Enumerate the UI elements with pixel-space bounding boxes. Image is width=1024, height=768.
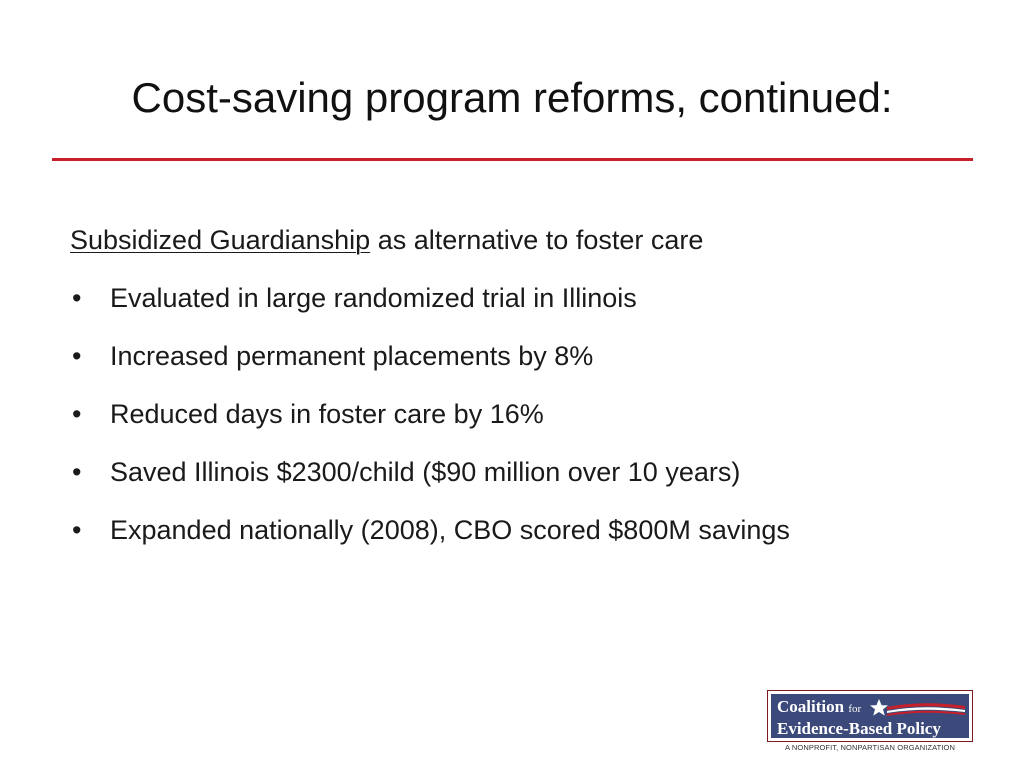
list-item: • Evaluated in large randomized trial in… <box>70 276 990 321</box>
list-item: • Saved Illinois $2300/child ($90 millio… <box>70 450 990 495</box>
logo-frame: Coalition for Evidence-Based Policy <box>767 690 973 742</box>
slide-body: Subsidized Guardianship as alternative t… <box>70 218 990 566</box>
bullet-text: Evaluated in large randomized trial in I… <box>110 283 637 313</box>
swoosh-stripe-white <box>887 707 965 713</box>
logo-tagline: A NONPROFIT, NONPARTISAN ORGANIZATION <box>785 743 955 752</box>
bullet-text: Increased permanent placements by 8% <box>110 341 594 371</box>
bullet-text: Saved Illinois $2300/child ($90 million … <box>110 457 741 487</box>
organization-logo: Coalition for Evidence-Based Policy A NO… <box>767 690 973 752</box>
intro-line: Subsidized Guardianship as alternative t… <box>70 218 990 263</box>
star-icon <box>870 699 888 716</box>
logo-line2: Evidence-Based Policy <box>777 719 941 738</box>
bullet-icon: • <box>72 283 82 313</box>
list-item: • Increased permanent placements by 8% <box>70 334 990 379</box>
bullet-icon: • <box>72 457 82 487</box>
intro-rest-text: as alternative to foster care <box>370 225 704 255</box>
intro-underlined-term: Subsidized Guardianship <box>70 225 371 255</box>
bullet-icon: • <box>72 515 82 545</box>
bullet-text: Reduced days in foster care by 16% <box>110 399 544 429</box>
star-swoosh-icon <box>870 699 965 716</box>
slide-title: Cost-saving program reforms, continued: <box>131 74 893 121</box>
list-item: • Reduced days in foster care by 16% <box>70 392 990 437</box>
logo-line1-small: for <box>848 703 862 715</box>
bullet-icon: • <box>72 341 82 371</box>
bullet-text: Expanded nationally (2008), CBO scored $… <box>110 515 790 545</box>
swoosh-stripe-red-2 <box>887 710 965 716</box>
bullet-list: • Evaluated in large randomized trial in… <box>70 276 990 553</box>
list-item: • Expanded nationally (2008), CBO scored… <box>70 508 990 553</box>
swoosh-stripe-red <box>887 703 965 710</box>
logo-wordmark: Coalition for Evidence-Based Policy <box>777 697 941 738</box>
logo-line1-main: Coalition <box>777 697 845 716</box>
bullet-icon: • <box>72 399 82 429</box>
title-divider <box>52 158 973 161</box>
logo-panel: Coalition for Evidence-Based Policy <box>771 694 969 738</box>
